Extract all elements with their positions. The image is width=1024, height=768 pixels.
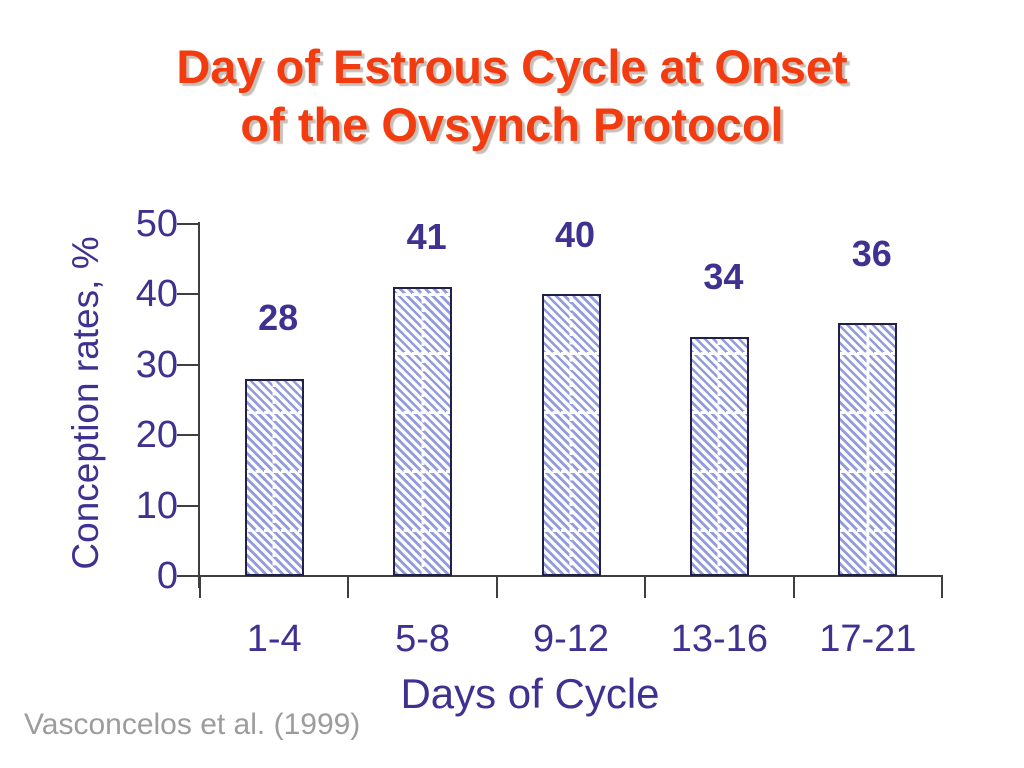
y-axis-tick	[177, 363, 200, 366]
x-tick-label: 13-16	[670, 618, 768, 660]
bar-value-label: 40	[554, 214, 596, 255]
bar-pattern-seam-horizontal	[395, 351, 451, 355]
x-axis-tick	[941, 576, 943, 598]
x-tick-label: 5-8	[395, 618, 451, 660]
x-tick-label: 9-12	[532, 618, 610, 660]
slide-title-line-1: Day of Estrous Cycle at Onset	[176, 40, 848, 93]
slide-title-line-2: of the Ovsynch Protocol	[240, 98, 784, 151]
bar-pattern-seam-horizontal	[246, 469, 302, 473]
x-tick-label: 17-21	[819, 618, 917, 660]
bar-pattern-seam-vertical	[569, 296, 573, 574]
y-tick-label: 10	[135, 484, 178, 527]
bar-pattern-seam-horizontal	[543, 410, 599, 414]
bar-pattern-seam-horizontal	[840, 469, 896, 473]
bar-pattern-seam-vertical	[421, 289, 425, 574]
y-axis-tick	[177, 504, 200, 507]
bar-pattern-seam-horizontal	[246, 528, 302, 532]
bar-pattern-seam-horizontal	[543, 469, 599, 473]
bar-pattern-seam-horizontal	[395, 528, 451, 532]
citation: Vasconcelos et al. (1999)	[24, 708, 361, 741]
x-axis-tick	[792, 576, 795, 598]
bar	[838, 322, 898, 576]
bar-pattern-seam-horizontal	[246, 410, 302, 414]
x-axis-tick	[644, 576, 647, 598]
bar-value-label: 36	[851, 233, 892, 274]
bar-pattern-seam-horizontal	[691, 351, 747, 355]
x-axis-tick	[199, 576, 201, 598]
bar-pattern-seam-vertical	[272, 380, 276, 574]
bar-pattern-seam-vertical	[866, 324, 870, 574]
bar-value-label: 41	[406, 216, 447, 257]
bar-pattern-seam-horizontal	[840, 528, 896, 532]
bar-pattern-seam-horizontal	[691, 469, 747, 473]
y-tick-label: 40	[135, 273, 178, 316]
y-axis-tick	[177, 575, 200, 577]
bar	[393, 287, 453, 576]
y-tick-label: 50	[135, 203, 178, 245]
bar-pattern-seam-horizontal	[395, 469, 451, 473]
y-axis-tick	[177, 293, 200, 296]
bar	[244, 378, 304, 576]
slide-title: Day of Estrous Cycle at Onset of the Ovs…	[0, 38, 1024, 154]
y-axis-tick	[177, 434, 200, 437]
x-tick-label: 1-4	[246, 618, 302, 660]
x-axis-title: Days of Cycle	[400, 670, 660, 717]
bar-pattern-seam-vertical	[717, 338, 721, 574]
y-tick-label: 20	[135, 414, 178, 457]
y-tick-label: 0	[156, 555, 178, 597]
bar-value-label: 34	[703, 256, 744, 297]
bar-pattern-seam-horizontal	[691, 410, 747, 414]
bar-pattern-seam-horizontal	[840, 351, 896, 355]
bar	[689, 336, 749, 576]
bar-pattern-seam-horizontal	[543, 351, 599, 355]
bar-pattern-seam-horizontal	[395, 292, 451, 296]
bar	[541, 294, 601, 576]
y-axis-tick	[177, 223, 200, 225]
y-axis-line	[198, 222, 200, 588]
bar-pattern-seam-horizontal	[395, 410, 451, 414]
bar-pattern-seam-horizontal	[840, 410, 896, 414]
y-tick-label: 30	[135, 343, 178, 386]
bar-pattern-seam-horizontal	[691, 528, 747, 532]
x-axis-line	[177, 575, 943, 577]
bar-value-label: 28	[258, 297, 299, 338]
x-axis-tick	[495, 576, 498, 598]
x-axis-tick	[347, 576, 350, 598]
bar-pattern-seam-horizontal	[543, 528, 599, 532]
